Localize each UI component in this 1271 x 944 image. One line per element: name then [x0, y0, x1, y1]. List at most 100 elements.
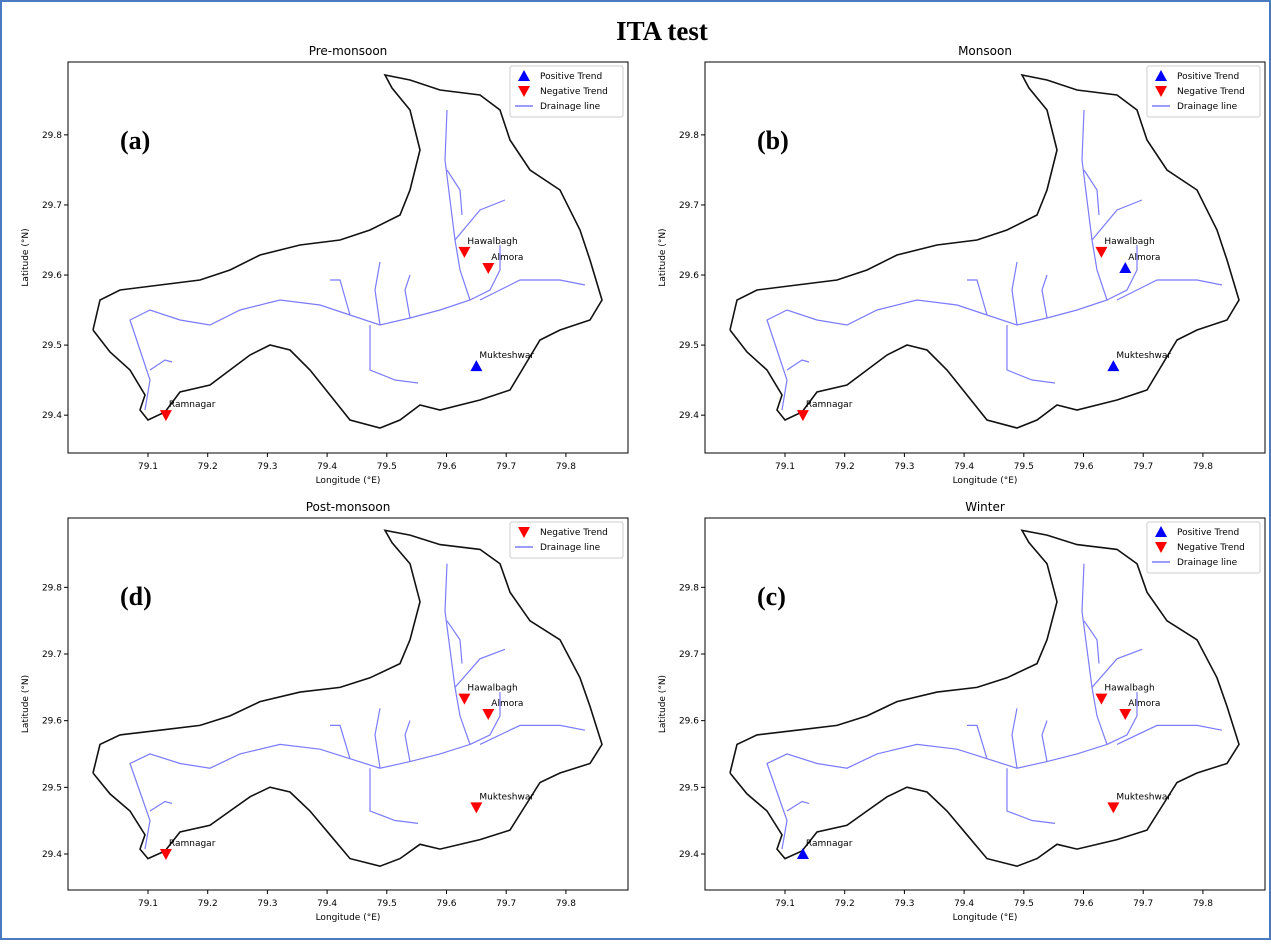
station-marker [1107, 360, 1120, 372]
station-label: Almora [491, 699, 523, 709]
y-tick-label: 29.8 [42, 583, 62, 593]
station-label: Almora [1128, 699, 1160, 709]
drainage-line [454, 199, 506, 241]
drainage-line [404, 274, 411, 319]
station-label: Almora [1128, 253, 1160, 263]
station-label: Mukteshwar [479, 792, 534, 802]
panel-label: (a) [120, 126, 150, 155]
drainage-line [967, 724, 988, 759]
station-label: Ramnagar [806, 400, 853, 410]
station-marker [482, 263, 495, 275]
drainage-line [1041, 720, 1048, 762]
drainage-line [446, 169, 463, 216]
drainage-line [374, 261, 381, 326]
drainage-line [1106, 692, 1138, 745]
legend-marker [518, 527, 530, 538]
y-tick-label: 29.4 [679, 411, 699, 421]
x-tick-label: 79.8 [556, 899, 576, 909]
plot-frame [67, 517, 629, 891]
drainage-line [1011, 708, 1018, 769]
y-axis-label: Latitude (°N) [21, 228, 31, 286]
drainage-line [786, 359, 810, 371]
legend-marker [1155, 526, 1167, 537]
legend-box [1146, 65, 1261, 118]
drainage-line [369, 768, 419, 824]
panel-title: Pre-monsoon [309, 44, 388, 58]
station-label: Mukteshwar [479, 351, 534, 361]
legend-label: Drainage line [1177, 102, 1238, 112]
station-label: Ramnagar [806, 839, 853, 849]
x-tick-label: 79.8 [1193, 899, 1213, 909]
drainage-line [766, 563, 1108, 850]
legend-label: Positive Trend [1177, 528, 1239, 538]
station-marker [1107, 802, 1120, 814]
basin-boundary [729, 73, 1240, 429]
y-tick-label: 29.8 [42, 131, 62, 141]
x-axis-label: Longitude (°E) [953, 913, 1018, 923]
y-tick-label: 29.5 [679, 341, 699, 351]
y-axis-label: Latitude (°N) [21, 675, 31, 733]
drainage-line [404, 720, 411, 762]
x-tick-label: 79.3 [894, 462, 914, 472]
basin-boundary [92, 529, 603, 868]
panel-label: (b) [757, 126, 789, 155]
x-tick-label: 79.4 [317, 462, 337, 472]
station-label: Hawalbagh [1104, 684, 1154, 694]
station-marker [1119, 262, 1132, 274]
legend-box [509, 65, 624, 118]
drainage-line [469, 245, 501, 301]
x-tick-label: 79.4 [317, 899, 337, 909]
x-tick-label: 79.1 [775, 462, 795, 472]
station-marker [458, 246, 471, 258]
y-tick-label: 29.6 [679, 271, 699, 281]
drainage-line [967, 279, 988, 316]
station-marker [796, 848, 809, 859]
drainage-line [374, 708, 381, 769]
x-tick-label: 79.7 [1133, 899, 1153, 909]
station-label: Hawalbagh [467, 684, 517, 694]
station-label: Hawalbagh [467, 237, 517, 247]
x-tick-label: 79.7 [496, 462, 516, 472]
x-tick-label: 79.4 [954, 462, 974, 472]
legend-label: Positive Trend [540, 72, 602, 82]
y-tick-label: 29.4 [42, 850, 62, 860]
x-tick-label: 79.5 [1014, 462, 1034, 472]
y-tick-label: 29.5 [42, 783, 62, 793]
drainage-line [469, 692, 501, 745]
x-tick-label: 79.6 [1073, 899, 1093, 909]
drainage-line [479, 279, 586, 301]
panel-label: (c) [757, 582, 786, 611]
y-tick-label: 29.7 [679, 201, 699, 211]
station-marker [1119, 709, 1132, 720]
x-tick-label: 79.6 [436, 462, 456, 472]
legend-box [509, 521, 624, 559]
basin-boundary [92, 73, 603, 429]
legend-label: Negative Trend [540, 87, 608, 97]
x-tick-label: 79.3 [257, 899, 277, 909]
panel-label: (d) [120, 582, 152, 611]
drainage-line [149, 800, 173, 812]
y-tick-label: 29.7 [42, 650, 62, 660]
drainage-line [149, 359, 173, 371]
station-label: Mukteshwar [1116, 792, 1171, 802]
drainage-line [1091, 648, 1143, 688]
x-tick-label: 79.1 [775, 899, 795, 909]
drainage-line [1083, 169, 1100, 216]
x-tick-label: 79.7 [496, 899, 516, 909]
figure-title: ITA test [616, 16, 708, 46]
x-tick-label: 79.8 [556, 462, 576, 472]
station-label: Ramnagar [169, 839, 216, 849]
y-tick-label: 29.6 [679, 717, 699, 727]
x-tick-label: 79.1 [138, 462, 158, 472]
station-marker [1095, 246, 1108, 258]
x-tick-label: 79.5 [377, 899, 397, 909]
legend-marker [1155, 542, 1167, 553]
x-tick-label: 79.5 [1014, 899, 1034, 909]
station-marker [1095, 693, 1108, 705]
legend-box [1146, 521, 1261, 574]
y-tick-label: 29.5 [679, 783, 699, 793]
legend-marker [518, 70, 530, 81]
station-marker [482, 709, 495, 720]
station-marker [470, 360, 483, 372]
panel-title: Winter [965, 500, 1005, 514]
